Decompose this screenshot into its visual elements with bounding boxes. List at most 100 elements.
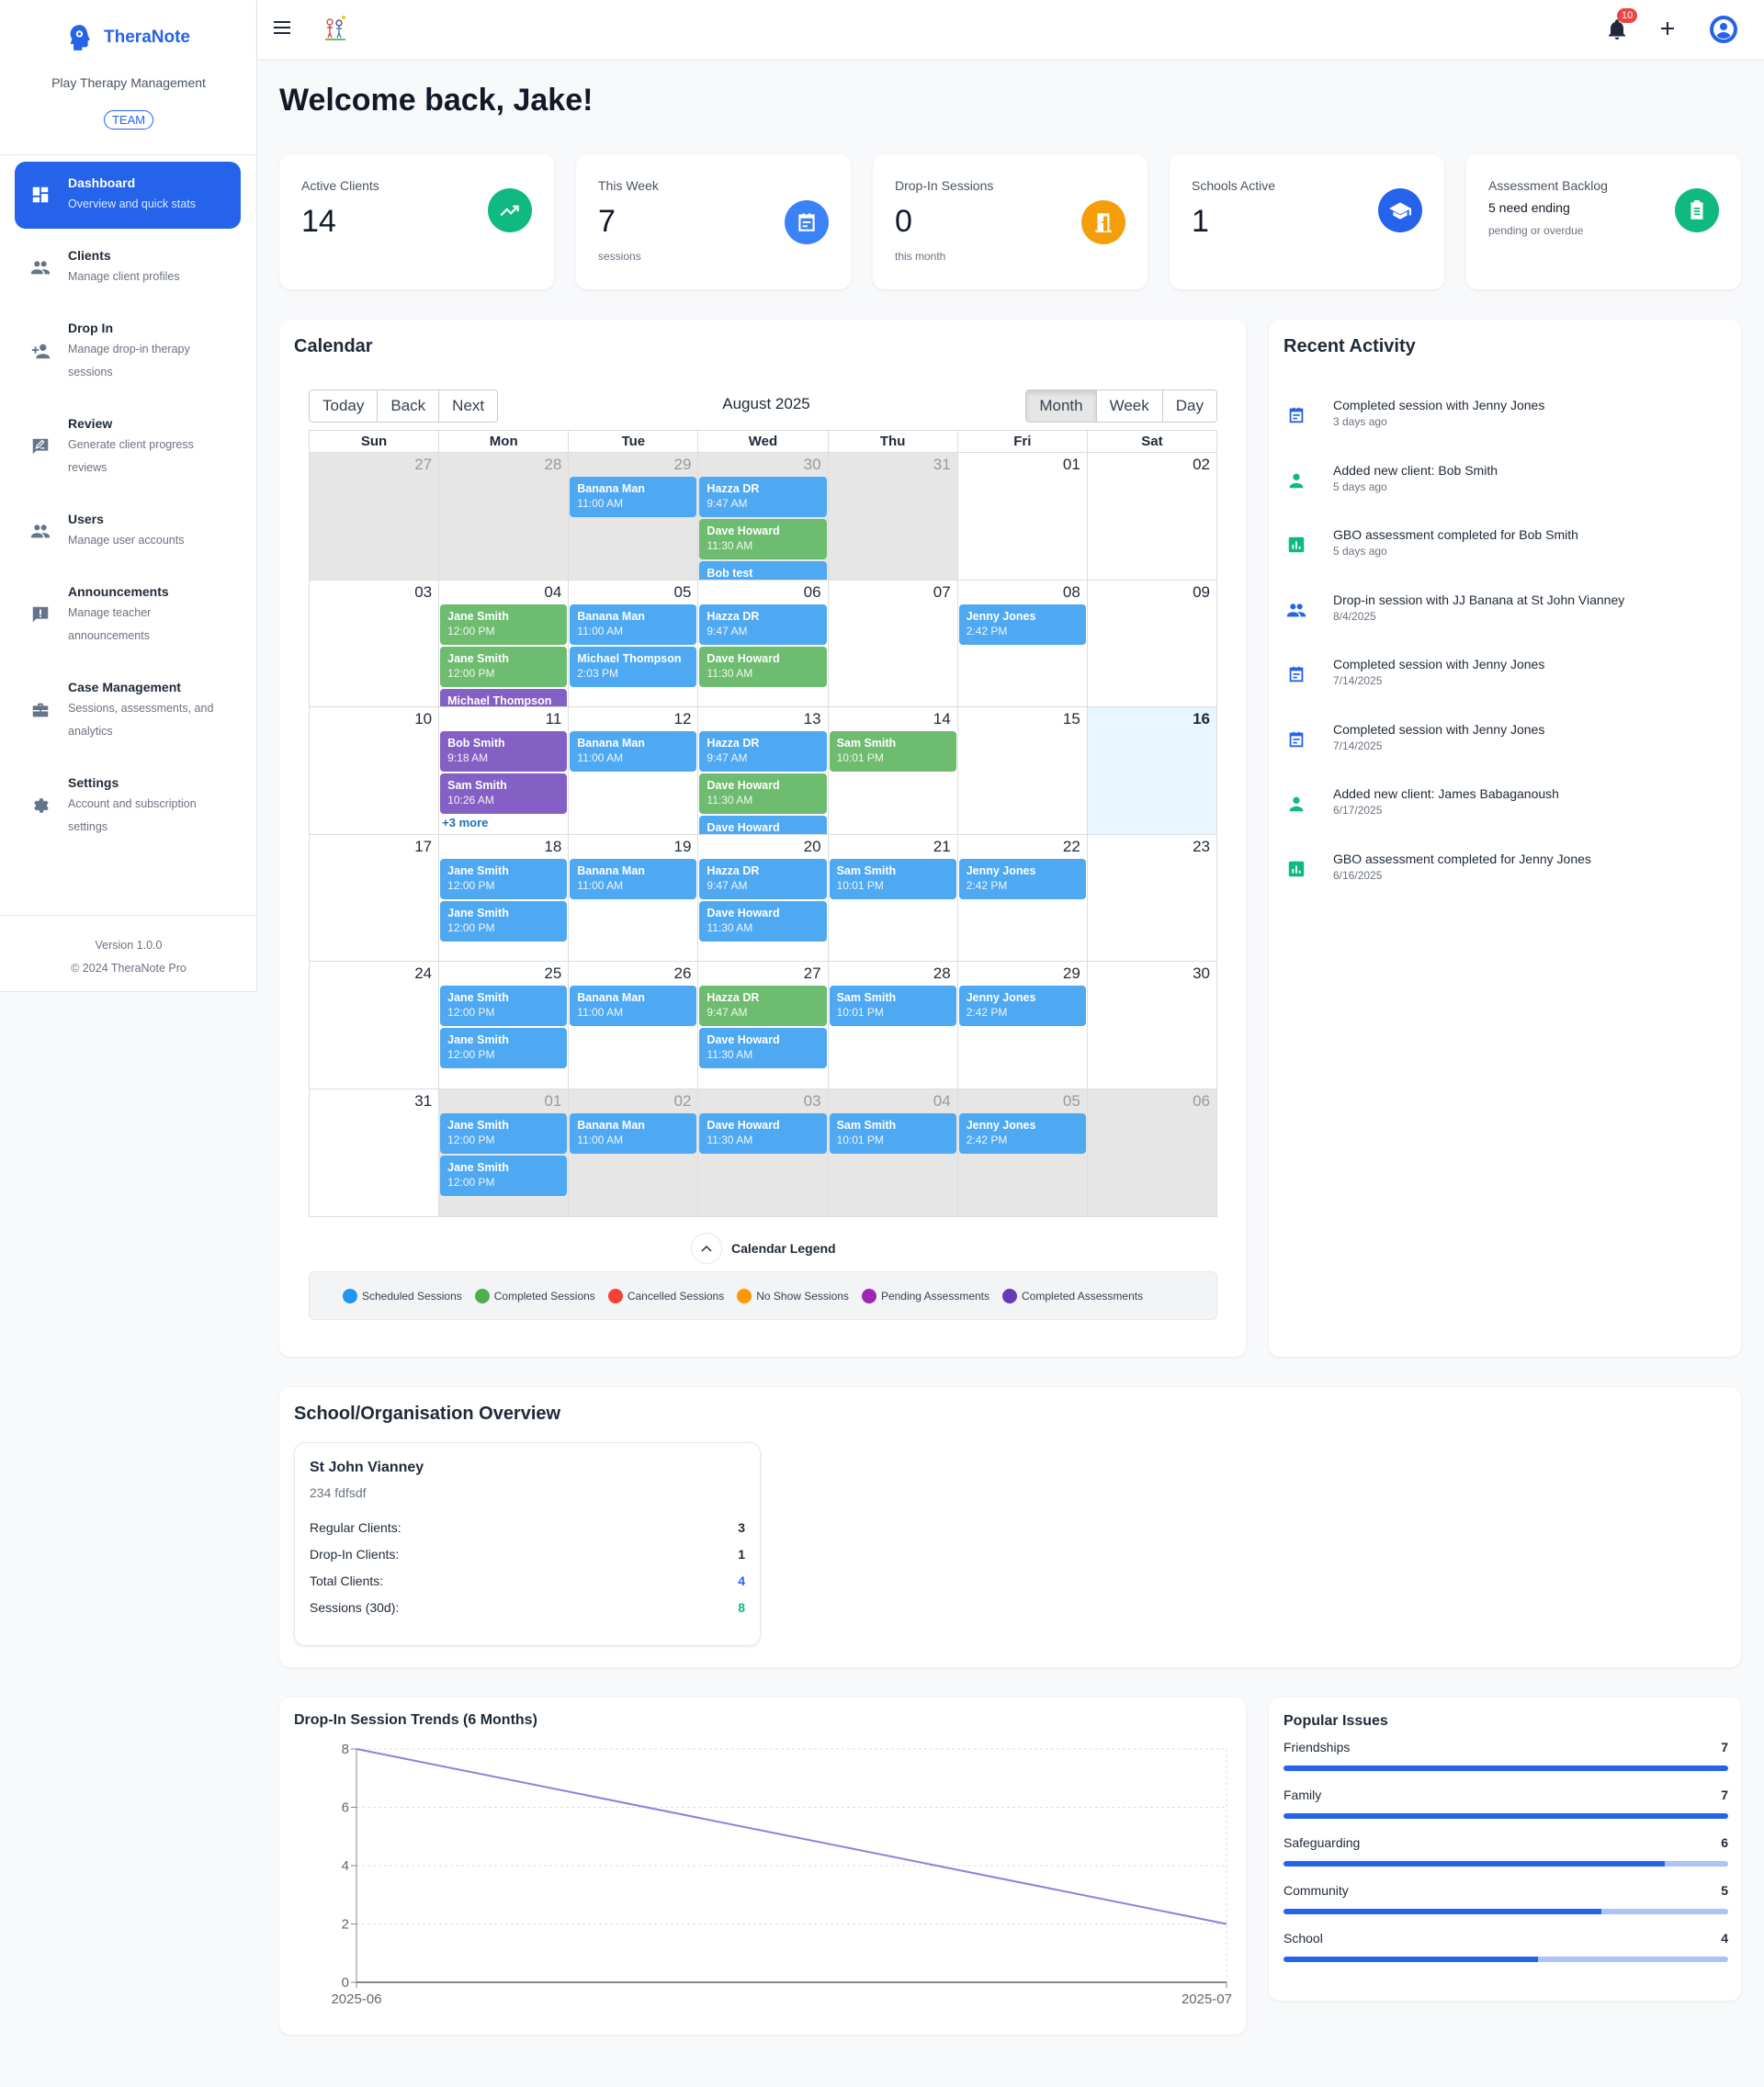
add-button[interactable] (1659, 20, 1676, 41)
legend-toggle[interactable]: Calendar Legend (691, 1233, 836, 1264)
day-number[interactable]: 21 (933, 837, 951, 855)
day-number[interactable]: 08 (1062, 582, 1080, 601)
calendar-day[interactable]: 23 (1088, 835, 1216, 962)
calendar-event[interactable]: Hazza DR 9:47 AM (699, 986, 827, 1026)
day-number[interactable]: 18 (544, 837, 562, 855)
calendar-day[interactable]: 01 (958, 453, 1088, 580)
day-number[interactable]: 11 (545, 710, 562, 728)
calendar-event[interactable]: Dave Howard 11:30 AM (699, 519, 827, 559)
calendar-day[interactable]: 19 Banana Man 11:00 AM (569, 834, 699, 961)
calendar-day[interactable]: 04 Sam Smith 10:01 PM (828, 1089, 958, 1216)
day-number[interactable]: 12 (673, 710, 692, 728)
day-number[interactable]: 24 (414, 965, 433, 982)
notifications-button[interactable]: 10 (1608, 8, 1638, 45)
activity-item[interactable]: GBO assessment completed for Bob Smith 5 … (1283, 525, 1578, 558)
day-number[interactable]: 06 (1193, 1091, 1210, 1110)
calendar-event[interactable]: Banana Man 11:00 AM (570, 477, 697, 517)
calendar-event[interactable]: Jenny Jones 2:42 PM (958, 1112, 1086, 1154)
day-number[interactable]: 03 (414, 582, 433, 601)
activity-item[interactable]: GBO assessment completed for Jenny Jones… (1283, 849, 1591, 882)
day-number[interactable]: 10 (414, 710, 433, 728)
calendar-event[interactable]: Jane Smith 12:00 PM (440, 604, 568, 645)
sidebar-item-case-management[interactable]: Case Management Sessions, assessments, an… (15, 666, 241, 756)
school-card[interactable]: St John Vianney 234 fdfsdf Regular Clien… (294, 1442, 761, 1646)
day-number[interactable]: 09 (1193, 582, 1210, 601)
calendar-day[interactable]: 28 Sam Smith 10:01 PM (829, 962, 958, 1089)
day-number[interactable]: 02 (673, 1091, 692, 1110)
calendar-event[interactable]: Sam Smith 10:01 PM (829, 1112, 956, 1154)
day-number[interactable]: 01 (1062, 456, 1080, 473)
sidebar-item-drop-in[interactable]: Drop In Manage drop-in therapy sessions (15, 307, 241, 397)
calendar-event[interactable]: Bob Smith 9:18 AM (440, 731, 568, 772)
calendar-day[interactable]: 25 Jane Smith 12:00 PM Jane Smith 12:00 PM (439, 962, 570, 1089)
day-number[interactable]: 01 (544, 1091, 562, 1110)
activity-item[interactable]: Added new client: James Babaganoush 6/17/… (1283, 784, 1559, 817)
today-button[interactable]: Today (310, 390, 379, 422)
calendar-event[interactable]: Dave Howard 11:30 AM (699, 1028, 827, 1068)
day-number[interactable]: 17 (414, 837, 433, 855)
calendar-day[interactable]: 27 Hazza DR 9:47 AM Dave Howard 11:30 AM (698, 962, 829, 1089)
calendar-event[interactable]: Michael Thompson (440, 688, 568, 706)
day-number[interactable]: 31 (414, 1091, 433, 1110)
calendar-day[interactable]: 30 Hazza DR 9:47 AM Dave Howard 11:30 AM Bob … (698, 453, 829, 580)
calendar-day[interactable]: 04 Jane Smith 12:00 PM Jane Smith 12:00 PM Mi… (439, 580, 570, 706)
calendar-event[interactable]: Dave Howard 11:30 AM (699, 1112, 827, 1154)
calendar-day[interactable]: 27 (310, 453, 440, 580)
calendar-day[interactable]: 21 Sam Smith 10:01 PM (829, 834, 958, 961)
calendar-day[interactable]: 06 Hazza DR 9:47 AM Dave Howard 11:30 AM (698, 580, 829, 706)
calendar-event[interactable]: Jane Smith 12:00 PM (440, 1155, 568, 1196)
sidebar-item-announcements[interactable]: Announcements Manage teacher announcement… (15, 570, 241, 660)
calendar-day[interactable]: 12 Banana Man 11:00 AM (569, 707, 699, 834)
calendar-day[interactable]: 30 (1088, 962, 1216, 1089)
calendar-event[interactable]: Jenny Jones 2:42 PM (958, 986, 1086, 1026)
calendar-event[interactable]: Dave Howard 11:30 AM (699, 646, 827, 687)
sidebar-item-review[interactable]: Review Generate client progress reviews (15, 402, 241, 492)
back-button[interactable]: Back (378, 390, 440, 422)
day-view-button[interactable]: Day (1162, 390, 1216, 422)
calendar-day[interactable]: 08 Jenny Jones 2:42 PM (958, 580, 1088, 706)
calendar-event[interactable]: Banana Man 11:00 AM (570, 731, 697, 772)
day-number[interactable]: 05 (673, 582, 692, 601)
day-number[interactable]: 22 (1062, 837, 1080, 855)
sidebar-item-settings[interactable]: Settings Account and subscription setting… (15, 761, 241, 852)
calendar-day[interactable]: 24 (310, 962, 440, 1089)
calendar-day[interactable]: 07 (829, 580, 958, 706)
calendar-event[interactable]: Hazza DR 9:47 AM (699, 604, 827, 645)
day-number[interactable]: 29 (1062, 965, 1080, 982)
calendar-event[interactable]: Jenny Jones 2:42 PM (958, 858, 1086, 899)
calendar-event[interactable]: Hazza DR 9:47 AM (699, 731, 827, 772)
next-button[interactable]: Next (439, 390, 498, 422)
day-number[interactable]: 03 (803, 1091, 821, 1110)
calendar-event[interactable]: Dave Howard 11:30 AM (699, 900, 827, 942)
activity-item[interactable]: Added new client: Bob Smith 5 days ago (1283, 460, 1498, 493)
calendar-event[interactable]: Jane Smith 12:00 PM (440, 900, 568, 942)
sidebar-item-dashboard[interactable]: Dashboard Overview and quick stats (15, 162, 241, 229)
calendar-event[interactable]: Banana Man 11:00 AM (570, 858, 697, 899)
day-number[interactable]: 16 (1193, 710, 1210, 728)
calendar-day-today[interactable]: 16 (1087, 707, 1216, 834)
calendar-day[interactable]: 31 (310, 1089, 440, 1216)
calendar-day[interactable]: 10 (310, 707, 440, 834)
calendar-event[interactable]: Jane Smith 12:00 PM (440, 1112, 568, 1154)
day-number[interactable]: 30 (1193, 965, 1210, 982)
day-number[interactable]: 25 (544, 965, 562, 982)
calendar-day[interactable]: 31 (828, 453, 958, 580)
calendar-day[interactable]: 03 Dave Howard 11:30 AM (698, 1089, 829, 1216)
calendar-day[interactable]: 11 Bob Smith 9:18 AM Sam Smith 10:26 AM +3 mo… (439, 707, 570, 834)
menu-button[interactable] (274, 20, 292, 39)
day-number[interactable]: 02 (1193, 456, 1210, 473)
calendar-day[interactable]: 05 Jenny Jones 2:42 PM (957, 1089, 1088, 1216)
calendar-event[interactable]: Sam Smith 10:01 PM (829, 731, 956, 772)
calendar-day[interactable]: 02 Banana Man 11:00 AM (569, 1089, 699, 1216)
brand[interactable]: TheraNote (0, 24, 257, 51)
day-number[interactable]: 19 (673, 837, 692, 855)
calendar-day[interactable]: 20 Hazza DR 9:47 AM Dave Howard 11:30 AM (698, 834, 829, 961)
calendar-event[interactable]: Dave Howard (699, 816, 827, 834)
activity-item[interactable]: Drop-in session with JJ Banana at St Joh… (1283, 590, 1624, 623)
day-number[interactable]: 27 (803, 965, 821, 982)
calendar-day[interactable]: 03 (310, 580, 440, 706)
day-number[interactable]: 28 (933, 965, 951, 982)
calendar-event[interactable]: Sam Smith 10:01 PM (829, 858, 956, 899)
account-button[interactable] (1709, 15, 1738, 49)
calendar-day[interactable]: 14 Sam Smith 10:01 PM (829, 707, 958, 834)
